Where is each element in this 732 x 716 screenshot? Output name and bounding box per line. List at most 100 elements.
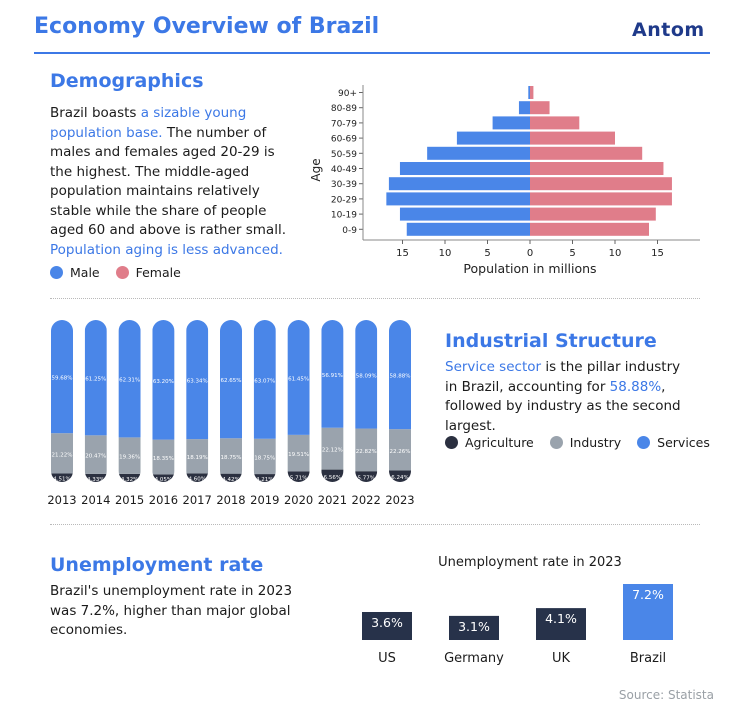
agriculture-segment	[51, 473, 73, 482]
segment-value-label: 63.34%	[187, 379, 208, 385]
segment-value-label: 58.88%	[390, 374, 411, 380]
female-bar	[530, 177, 672, 191]
segment-value-label: 19.36%	[119, 455, 140, 461]
segment-value-label: 21.22%	[52, 452, 73, 458]
industry-segment	[321, 427, 344, 470]
unemployment-description: Brazil's unemployment rate in 2023 was 7…	[50, 583, 293, 638]
demographics-description: Brazil boasts a sizable young population…	[50, 104, 298, 260]
segment-value-label: 22.26%	[390, 449, 411, 455]
unemployment-bar	[449, 615, 499, 640]
segment-value-label: 4.33%	[87, 477, 104, 483]
segment-value-label: 19.51%	[288, 452, 309, 458]
age-tick-label: 30-39	[331, 180, 357, 190]
services-segment	[220, 320, 242, 439]
x-tick-label: 10	[609, 248, 622, 259]
year-label: 2015	[115, 493, 144, 507]
year-column	[389, 320, 411, 482]
demographics-legend: Male Female	[50, 264, 197, 283]
age-tick-label: 90+	[338, 89, 357, 99]
agriculture-segment	[118, 473, 141, 482]
bar-value-label: 7.2%	[632, 587, 664, 602]
female-bar	[530, 146, 643, 160]
text-span: , followed by industry as the second lar…	[445, 378, 681, 434]
segment-value-label: 22.12%	[322, 448, 343, 454]
year-column	[51, 320, 73, 482]
x-axis-title: Population in millions	[463, 261, 596, 276]
segment-value-label: 4.42%	[222, 477, 239, 483]
x-tick-label: 5	[569, 248, 575, 259]
segment-value-label: 62.31%	[119, 378, 140, 384]
legend-item: Male	[50, 265, 100, 280]
year-column	[321, 320, 344, 482]
male-bar	[427, 146, 530, 160]
year-label: 2020	[284, 493, 313, 507]
services-segment	[118, 320, 141, 438]
segment-value-label: 5.77%	[357, 476, 374, 482]
female-bar	[530, 207, 656, 221]
bar-value-label: 3.1%	[458, 619, 490, 634]
year-label: 2021	[318, 493, 347, 507]
country-label: US	[378, 651, 396, 666]
x-tick-label: 5	[484, 248, 490, 259]
x-tick-label: 0	[527, 248, 533, 259]
services-segment	[253, 320, 276, 439]
legend-label: Services	[657, 435, 710, 450]
male-bar	[388, 177, 530, 191]
segment-value-label: 4.32%	[121, 477, 138, 483]
legend-item: Female	[115, 265, 181, 280]
industry-segment	[186, 439, 209, 474]
legend-item: Services	[637, 435, 710, 450]
age-tick-label: 50-59	[331, 150, 357, 160]
segment-value-label: 18.75%	[254, 455, 275, 461]
text-span: is the pillar industry in Brazil, accoun…	[445, 359, 681, 395]
x-tick-label: 15	[651, 248, 664, 259]
female-bar	[530, 162, 664, 175]
year-label: 2017	[183, 493, 212, 507]
unemployment-bar	[362, 612, 412, 640]
population-pyramid-chart: Age 0-9 10-19 20-29 30-39 40-49 50-59 60-69 70-7…	[309, 85, 700, 276]
industrial-legend: Agriculture Industry Services	[445, 434, 726, 453]
year-label: 2023	[385, 493, 414, 507]
segment-value-label: 6.24%	[391, 475, 408, 481]
services-segment	[186, 320, 209, 440]
female-bar	[530, 192, 672, 206]
year-column	[253, 320, 276, 482]
agriculture-segment	[84, 473, 107, 482]
age-tick-label: 20-29	[331, 195, 357, 205]
legend-swatch	[445, 436, 458, 449]
segment-value-label: 5.71%	[290, 476, 307, 482]
year-label: 2022	[352, 493, 381, 507]
highlight-text: Service sector	[445, 359, 542, 375]
services-segment	[389, 320, 411, 430]
text-span: Brazil boasts	[50, 105, 141, 121]
segment-value-label: 18.19%	[187, 455, 208, 461]
year-column	[84, 320, 107, 482]
year-column	[220, 320, 242, 482]
legend-swatch	[549, 436, 563, 449]
industry-segment	[51, 433, 73, 474]
age-tick-label: 80-89	[331, 104, 357, 114]
male-bar	[399, 162, 530, 175]
segment-value-label: 56.91%	[322, 373, 343, 379]
brand-logo: Antom	[632, 19, 705, 41]
male-bar	[386, 192, 530, 206]
legend-swatch	[50, 266, 63, 279]
segment-value-label: 18.35%	[153, 456, 174, 462]
industry-segment	[84, 435, 107, 474]
text-span: The number of males and females aged 20-…	[50, 124, 286, 239]
age-tick-label: 70-79	[331, 119, 357, 129]
legend-swatch	[115, 266, 129, 279]
segment-value-label: 4.21%	[256, 477, 273, 483]
segment-value-label: 20.47%	[85, 454, 106, 460]
male-bar	[456, 131, 530, 145]
unemployment-heading: Unemployment rate	[50, 554, 264, 576]
segment-value-label: 63.07%	[254, 378, 275, 384]
year-column	[287, 320, 310, 482]
age-tick-label: 10-19	[331, 211, 357, 221]
y-axis-title: Age	[309, 158, 323, 181]
services-segment	[287, 320, 310, 435]
segment-value-label: 18.75%	[221, 455, 242, 461]
segment-value-label: 4.51%	[53, 477, 70, 483]
x-tick-label: 10	[439, 248, 452, 259]
services-segment	[152, 320, 175, 440]
